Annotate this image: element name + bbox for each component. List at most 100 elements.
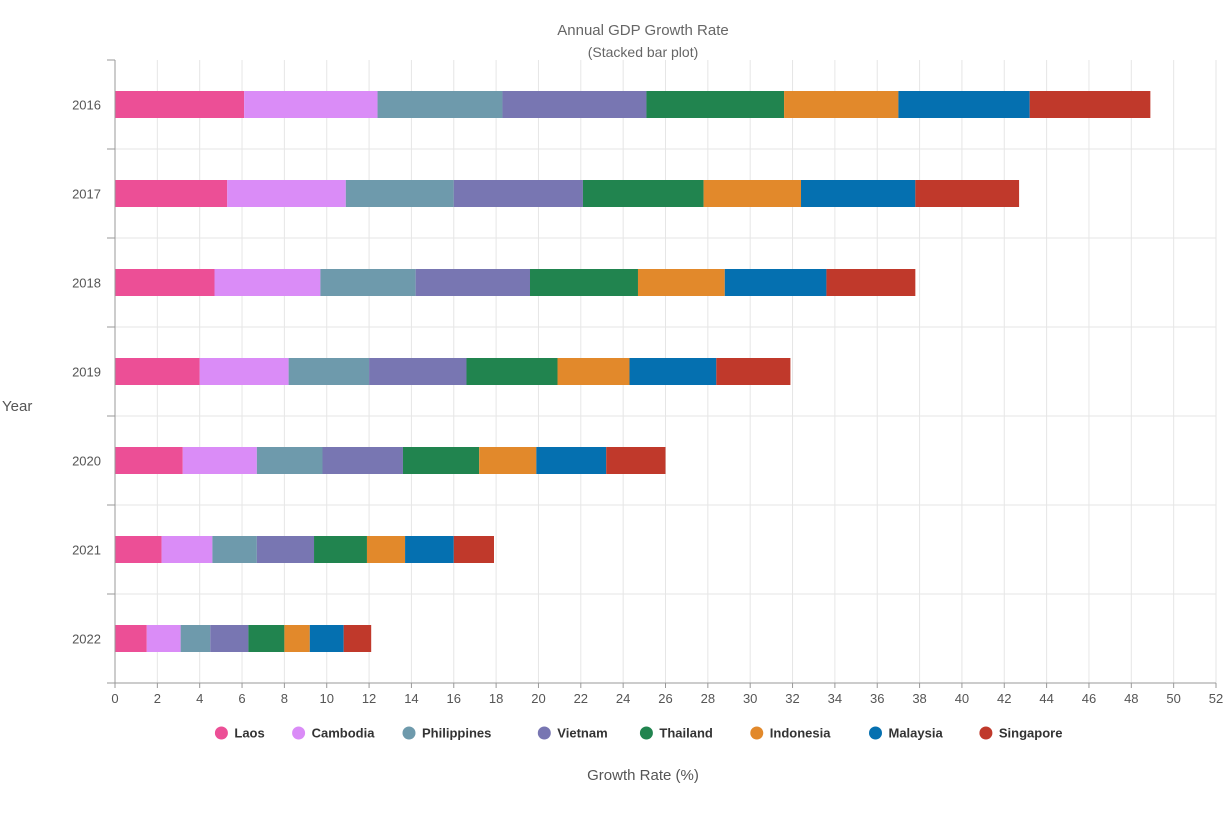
bar-philippines-2018[interactable] [320, 269, 416, 296]
legend: Laos Cambodia Philippines Vietnam Thailand In… [214, 726, 1062, 741]
bar-malaysia-2020[interactable] [536, 447, 607, 474]
x-tick-label: 46 [1082, 691, 1096, 706]
bar-indonesia-2019[interactable] [557, 358, 630, 385]
legend-marker [402, 726, 416, 740]
x-tick-label: 32 [785, 691, 799, 706]
legend-label: Laos [234, 726, 264, 741]
bar-philippines-2019[interactable] [288, 358, 370, 385]
bar-indonesia-2021[interactable] [366, 536, 406, 563]
x-tick-label: 42 [997, 691, 1011, 706]
x-tick-label: 4 [196, 691, 203, 706]
bar-laos-2021[interactable] [115, 536, 162, 563]
bar-malaysia-2019[interactable] [629, 358, 717, 385]
bar-malaysia-2021[interactable] [405, 536, 454, 563]
bar-malaysia-2018[interactable] [724, 269, 827, 296]
bar-vietnam-2018[interactable] [415, 269, 530, 296]
bar-cambodia-2018[interactable] [214, 269, 321, 296]
legend-item-singapore[interactable]: Singapore [979, 726, 1062, 741]
bar-thailand-2016[interactable] [646, 91, 785, 118]
legend-marker [869, 726, 882, 740]
bar-singapore-2021[interactable] [453, 536, 494, 563]
y-tick-label: 2020 [72, 454, 101, 469]
x-tick-label: 12 [362, 691, 376, 706]
x-axis-label: Growth Rate (%) [587, 767, 699, 784]
bar-singapore-2022[interactable] [343, 625, 372, 652]
y-tick-label: 2016 [72, 98, 101, 113]
bar-laos-2022[interactable] [115, 625, 147, 652]
legend-item-thailand[interactable]: Thailand [639, 726, 713, 741]
bar-laos-2018[interactable] [115, 269, 215, 296]
bar-cambodia-2017[interactable] [227, 180, 346, 207]
x-tick-label: 36 [870, 691, 884, 706]
bar-philippines-2016[interactable] [377, 91, 503, 118]
bar-indonesia-2016[interactable] [784, 91, 899, 118]
bar-cambodia-2021[interactable] [161, 536, 213, 563]
x-tick-label: 8 [281, 691, 288, 706]
bar-singapore-2016[interactable] [1029, 91, 1151, 118]
x-tick-label: 6 [238, 691, 245, 706]
bar-indonesia-2018[interactable] [637, 269, 725, 296]
bar-thailand-2017[interactable] [582, 180, 704, 207]
bar-philippines-2022[interactable] [180, 625, 211, 652]
x-tick-label: 44 [1039, 691, 1053, 706]
bar-thailand-2019[interactable] [466, 358, 558, 385]
bar-philippines-2020[interactable] [256, 447, 323, 474]
bar-cambodia-2016[interactable] [244, 91, 378, 118]
bar-vietnam-2017[interactable] [453, 180, 583, 207]
bars [115, 91, 1151, 652]
x-tick-label: 40 [955, 691, 969, 706]
bar-singapore-2017[interactable] [915, 180, 1020, 207]
bar-thailand-2022[interactable] [248, 625, 285, 652]
chart-subtitle: (Stacked bar plot) [588, 44, 699, 60]
bar-singapore-2019[interactable] [716, 358, 791, 385]
x-tick-label: 50 [1166, 691, 1180, 706]
bar-laos-2019[interactable] [115, 358, 200, 385]
x-tick-label: 10 [319, 691, 333, 706]
legend-label: Cambodia [312, 726, 376, 741]
bar-laos-2016[interactable] [115, 91, 245, 118]
bar-cambodia-2022[interactable] [146, 625, 181, 652]
bar-singapore-2020[interactable] [606, 447, 666, 474]
bar-cambodia-2019[interactable] [199, 358, 289, 385]
legend-marker [214, 726, 228, 740]
legend-item-malaysia[interactable]: Malaysia [869, 726, 943, 741]
bar-cambodia-2020[interactable] [182, 447, 257, 474]
bar-laos-2020[interactable] [115, 447, 183, 474]
legend-marker [292, 726, 306, 740]
legend-item-vietnam[interactable]: Vietnam [537, 726, 608, 741]
y-tick-label: 2021 [72, 543, 101, 558]
x-tick-label: 48 [1124, 691, 1138, 706]
bar-malaysia-2017[interactable] [801, 180, 916, 207]
bar-philippines-2021[interactable] [212, 536, 257, 563]
legend-item-philippines[interactable]: Philippines [402, 726, 492, 741]
legend-label: Philippines [422, 726, 491, 741]
bar-malaysia-2016[interactable] [898, 91, 1030, 118]
bar-thailand-2020[interactable] [402, 447, 480, 474]
bar-vietnam-2020[interactable] [322, 447, 403, 474]
x-tick-label: 16 [447, 691, 461, 706]
bar-vietnam-2016[interactable] [502, 91, 647, 118]
x-tick-label: 26 [658, 691, 672, 706]
x-tick-label: 30 [743, 691, 757, 706]
bar-indonesia-2020[interactable] [479, 447, 537, 474]
legend-item-indonesia[interactable]: Indonesia [750, 726, 831, 741]
x-tick-label: 24 [616, 691, 630, 706]
bar-vietnam-2019[interactable] [369, 358, 467, 385]
bar-malaysia-2022[interactable] [309, 625, 344, 652]
bar-indonesia-2022[interactable] [284, 625, 310, 652]
bar-philippines-2017[interactable] [345, 180, 454, 207]
bar-vietnam-2022[interactable] [210, 625, 249, 652]
legend-label: Thailand [659, 726, 713, 741]
legend-marker [639, 726, 653, 740]
bar-vietnam-2021[interactable] [256, 536, 315, 563]
bar-thailand-2021[interactable] [314, 536, 367, 563]
bar-laos-2017[interactable] [115, 180, 228, 207]
bar-indonesia-2017[interactable] [703, 180, 802, 207]
legend-item-cambodia[interactable]: Cambodia [292, 726, 375, 741]
bar-thailand-2018[interactable] [529, 269, 638, 296]
legend-item-laos[interactable]: Laos [214, 726, 265, 741]
bar-singapore-2018[interactable] [826, 269, 916, 296]
y-tick-label: 2022 [72, 632, 101, 647]
legend-marker [537, 726, 551, 740]
